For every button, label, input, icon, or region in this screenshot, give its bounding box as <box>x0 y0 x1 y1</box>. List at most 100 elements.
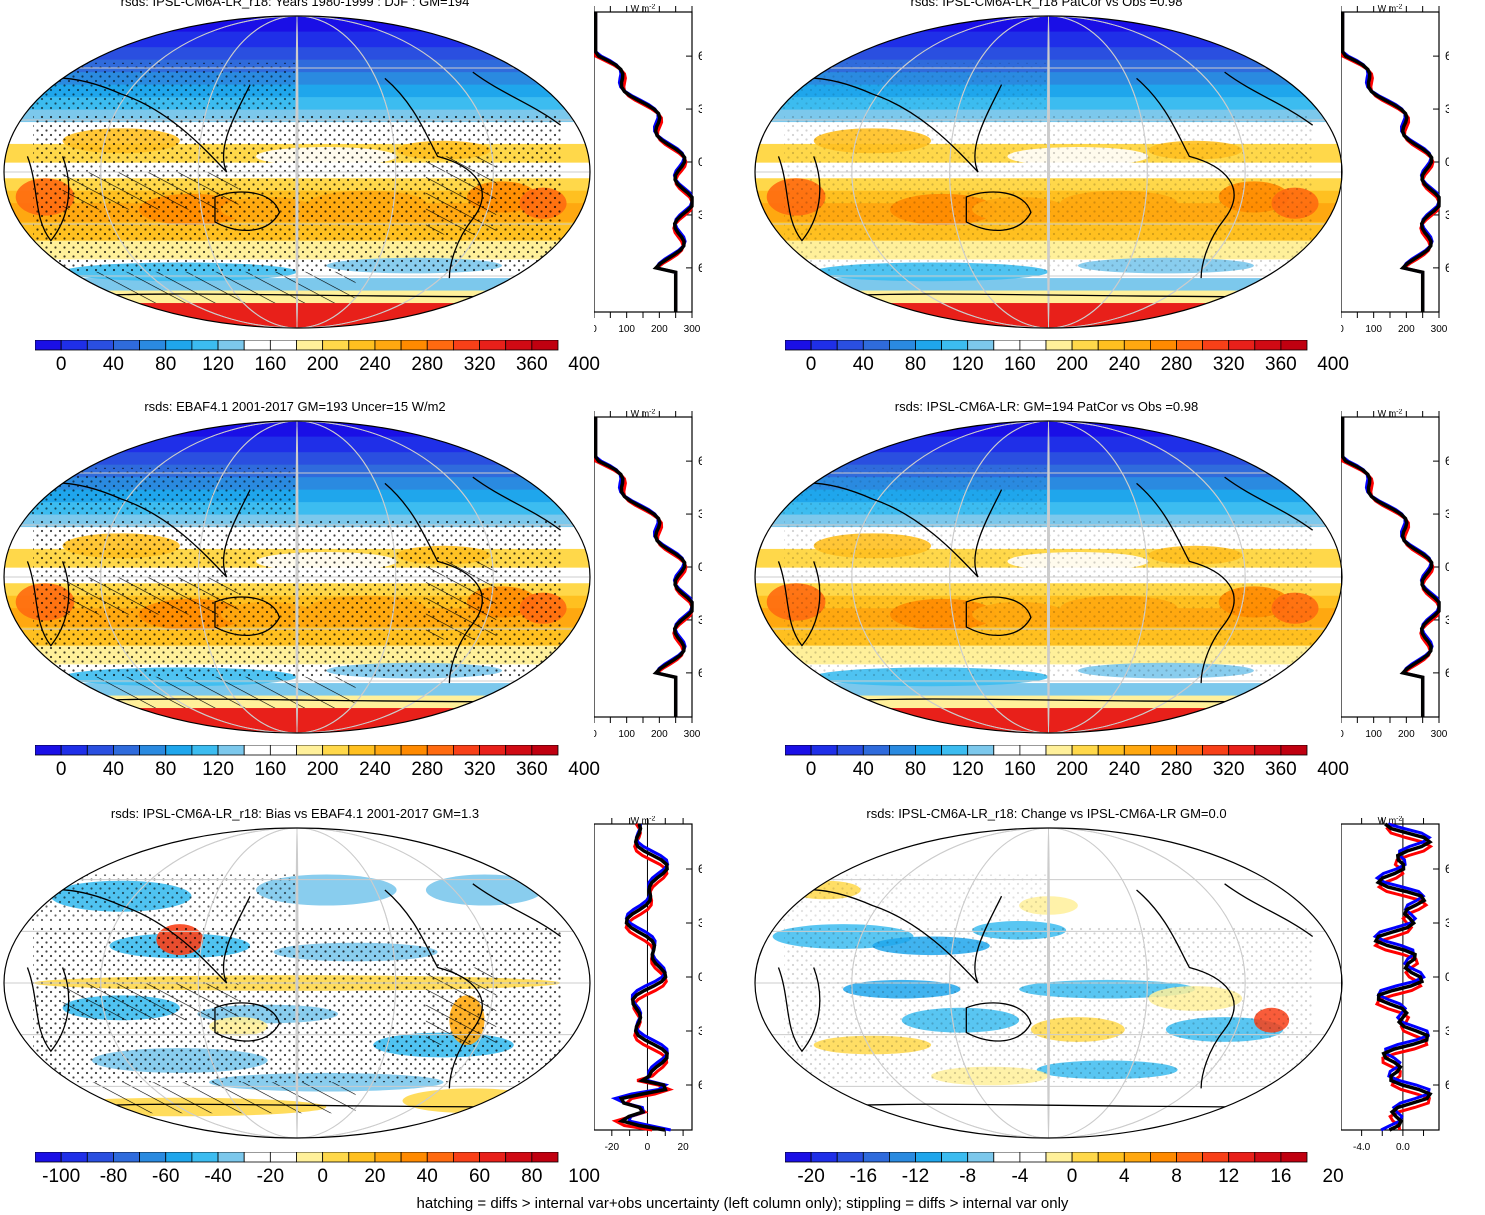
zonal-tick-label: 300 <box>1431 324 1448 335</box>
colorbar <box>35 340 559 351</box>
colorbar-swatch <box>915 1152 943 1163</box>
colorbar-tick-label: 120 <box>202 354 234 375</box>
colorbar-swatch <box>1176 340 1204 351</box>
colorbar-swatch <box>348 340 376 351</box>
colorbar <box>785 1152 1308 1163</box>
colorbar-swatch <box>86 340 114 351</box>
mean-zonal-line <box>617 823 669 1132</box>
zonal-tick-label: 20 <box>678 1142 690 1153</box>
latitude-label: 30S <box>698 1024 702 1038</box>
colorbar-tick-label: 240 <box>359 759 391 780</box>
latitude-label: 60N <box>698 862 702 876</box>
colorbar <box>785 745 1308 756</box>
colorbar-tick-label: 200 <box>1056 354 1088 375</box>
colorbar-swatch <box>785 745 812 756</box>
colorbar-swatch <box>113 1152 140 1163</box>
colorbar-swatch <box>35 745 62 756</box>
colorbar-tick-label: 160 <box>1004 759 1036 780</box>
panel-title: rsds: IPSL-CM6A-LR_r18: Years 1980-1999 … <box>120 0 470 9</box>
zonal-mean-plot: 0 100 200 300 W m-2 60N 30N 0 30S 60S <box>1341 4 1449 335</box>
colorbar-swatch <box>1280 340 1308 351</box>
zonal-unit-label: W m-2 <box>1378 816 1403 826</box>
colorbar <box>35 1152 559 1163</box>
panel-title: rsds: IPSL-CM6A-LR: GM=194 PatCor vs Obs… <box>894 399 1199 414</box>
panel-title: rsds: IPSL-CM6A-LR_r18: Change vs IPSL-C… <box>866 806 1227 821</box>
model-zonal-line <box>594 417 694 717</box>
latitude-label: 0 <box>1445 155 1449 169</box>
colorbar-tick-label: 40 <box>852 759 874 780</box>
colorbar-tick-label: 40 <box>416 1166 438 1187</box>
colorbar-swatch <box>165 340 193 351</box>
zonal-tick-label: 0.0 <box>1396 1142 1410 1153</box>
panel-model-ensemble: rsds: IPSL-CM6A-LR: GM=194 PatCor vs Obs… <box>745 399 1485 805</box>
colorbar-swatch <box>1045 340 1073 351</box>
mean-zonal-line <box>1373 822 1433 1132</box>
zonal-tick-label: 100 <box>618 729 635 740</box>
mean-zonal-line <box>594 417 694 717</box>
zonal-unit-label: W m-2 <box>631 816 656 826</box>
colorbar-swatch <box>889 745 916 756</box>
colorbar-tick-label: 280 <box>411 759 444 780</box>
colorbar-tick-label: 400 <box>568 354 600 375</box>
colorbar-tick-label: -12 <box>901 1166 930 1187</box>
panel-model-djf: rsds: IPSL-CM6A-LR_r18: Years 1980-1999 … <box>0 0 720 400</box>
colorbar-swatch <box>269 340 297 351</box>
colorbar-swatch <box>1280 1152 1308 1163</box>
latitude-label: 60N <box>1445 862 1449 876</box>
colorbar-tick-label: 320 <box>463 759 496 780</box>
colorbar-swatch <box>993 340 1021 351</box>
colorbar-tick-label: 160 <box>254 354 287 375</box>
colorbar-swatch <box>1202 340 1230 351</box>
colorbar-tick-label: -20 <box>797 1166 825 1187</box>
colorbar-swatch <box>348 745 376 756</box>
colorbar-swatch <box>113 745 140 756</box>
colorbar-tick-label: 400 <box>1317 354 1349 375</box>
colorbar-swatch <box>1202 745 1230 756</box>
latitude-label: 30N <box>698 916 702 930</box>
latitude-label: 30N <box>1445 916 1449 930</box>
colorbar-tick-label: -80 <box>99 1166 128 1187</box>
colorbar-swatch <box>941 1152 969 1163</box>
colorbar-tick-label: -60 <box>152 1166 180 1187</box>
zonal-tick-label: 300 <box>1431 729 1448 740</box>
colorbar-swatch <box>165 745 193 756</box>
mean-zonal-line <box>594 12 694 312</box>
colorbar-tick-label: -4 <box>1011 1166 1029 1187</box>
colorbar-tick-label: 400 <box>1317 759 1349 780</box>
zonal-tick-label: 0 <box>645 1142 651 1153</box>
colorbar-tick-label: 360 <box>515 759 548 780</box>
colorbar-swatch <box>1176 1152 1204 1163</box>
colorbar-swatch <box>243 745 271 756</box>
colorbar-tick-label: 160 <box>254 759 287 780</box>
map-robinson <box>754 827 1343 1139</box>
colorbar-tick-label: 0 <box>317 1166 328 1187</box>
latitude-label: 30N <box>698 507 702 521</box>
colorbar-swatch <box>1176 745 1204 756</box>
colorbar-tick-label: 0 <box>55 354 67 375</box>
colorbar-tick-label: 320 <box>463 354 496 375</box>
zonal-tick-label: 300 <box>684 729 701 740</box>
colorbar-swatch <box>1045 1152 1073 1163</box>
map-robinson <box>754 420 1343 734</box>
latitude-label: 0 <box>698 155 702 169</box>
obs-zonal-line <box>594 12 694 312</box>
colorbar-swatch <box>60 340 88 351</box>
colorbar-swatch <box>374 745 402 756</box>
colorbar-tick-label: 120 <box>951 759 984 780</box>
panel-title: rsds: IPSL-CM6A-LR_r18: Bias vs EBAF4.1 … <box>110 806 480 821</box>
colorbar <box>35 745 559 756</box>
panel-obs-ebaf: rsds: EBAF4.1 2001-2017 GM=193 Uncer=15 … <box>0 399 720 805</box>
colorbar-swatch <box>479 1152 507 1163</box>
colorbar-swatch <box>1254 745 1282 756</box>
colorbar-tick-label: 280 <box>1160 354 1193 375</box>
colorbar-swatch <box>400 1152 428 1163</box>
colorbar-swatch <box>1071 1152 1099 1163</box>
colorbar-swatch <box>191 340 219 351</box>
colorbar-swatch <box>1149 340 1177 351</box>
obs-zonal-line <box>1372 822 1432 1132</box>
latitude-label: 30N <box>1445 507 1449 521</box>
colorbar-tick-label: -20 <box>256 1166 285 1187</box>
latitude-label: 0 <box>1445 560 1449 574</box>
latitude-label: 60S <box>1445 1078 1449 1092</box>
zonal-tick-label: 200 <box>1398 324 1415 335</box>
